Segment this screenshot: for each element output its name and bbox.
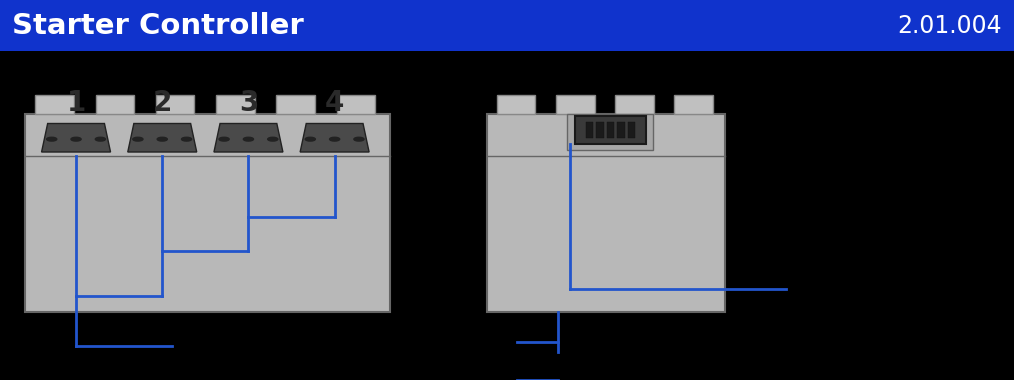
Circle shape	[133, 137, 143, 141]
Circle shape	[243, 137, 254, 141]
Bar	[487, 114, 725, 312]
Polygon shape	[42, 124, 111, 152]
Polygon shape	[214, 124, 283, 152]
Text: 4: 4	[324, 89, 345, 117]
Polygon shape	[128, 124, 197, 152]
Bar	[156, 95, 195, 114]
Bar	[277, 95, 315, 114]
Bar	[618, 122, 625, 138]
Circle shape	[330, 137, 340, 141]
Text: Starter Controller: Starter Controller	[12, 12, 304, 40]
Bar	[606, 122, 614, 138]
Bar	[596, 122, 603, 138]
Bar	[337, 95, 375, 114]
Circle shape	[305, 137, 315, 141]
Bar	[586, 122, 593, 138]
Text: 2: 2	[152, 89, 172, 117]
Bar	[25, 114, 390, 312]
Circle shape	[71, 137, 81, 141]
Bar	[216, 95, 255, 114]
Bar	[35, 95, 74, 114]
Circle shape	[268, 137, 278, 141]
Text: 2.01.004: 2.01.004	[897, 14, 1002, 38]
Bar	[567, 114, 653, 150]
Bar	[615, 95, 654, 114]
Bar	[556, 95, 594, 114]
Bar	[95, 95, 134, 114]
Circle shape	[47, 137, 57, 141]
Bar	[575, 116, 646, 144]
Polygon shape	[300, 124, 369, 152]
Bar	[628, 122, 635, 138]
Text: 1: 1	[67, 89, 85, 117]
Bar	[497, 95, 535, 114]
Circle shape	[219, 137, 229, 141]
Bar	[674, 95, 713, 114]
Bar	[0, 0, 1014, 51]
Circle shape	[157, 137, 167, 141]
Circle shape	[354, 137, 364, 141]
Circle shape	[182, 137, 192, 141]
Circle shape	[95, 137, 105, 141]
Text: 3: 3	[238, 89, 259, 117]
